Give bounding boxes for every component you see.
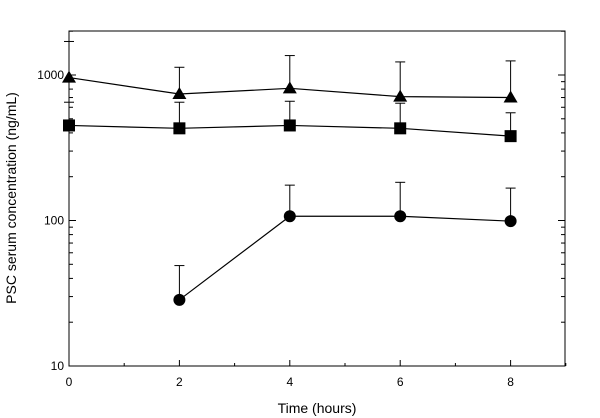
- data-point-triangle: [393, 89, 408, 102]
- series-square: [63, 100, 517, 143]
- data-point-circle: [283, 210, 296, 223]
- y-tick-label: 10: [51, 359, 65, 373]
- x-tick-label: 0: [66, 375, 73, 389]
- data-point-square: [394, 122, 407, 135]
- y-tick-labels: 10 100 1000: [37, 68, 64, 373]
- y-axis-title: PSC serum concentration (ng/mL): [3, 92, 19, 304]
- x-tick-label: 6: [397, 375, 404, 389]
- x-axis-title: Time (hours): [278, 400, 357, 416]
- data-point-triangle: [62, 70, 76, 83]
- series-circle: [173, 181, 517, 306]
- data-point-triangle: [282, 81, 297, 94]
- data-point-circle: [173, 293, 186, 306]
- data-point-triangle: [172, 87, 187, 100]
- x-tick-labels: 0 2 4 6 8: [66, 375, 515, 389]
- x-tick-label: 8: [507, 375, 514, 389]
- data-point-circle: [504, 215, 517, 228]
- series-triangle: [62, 40, 518, 103]
- axis-ticks: [68, 30, 567, 367]
- y-tick-label: 100: [44, 214, 64, 228]
- data-point-square: [173, 122, 186, 135]
- data-point-circle: [394, 210, 407, 223]
- x-tick-label: 4: [286, 375, 293, 389]
- y-tick-label: 1000: [37, 68, 64, 82]
- series-line: [179, 215, 511, 301]
- series-layer: [62, 40, 518, 306]
- plot-frame: [68, 30, 566, 367]
- data-point-triangle: [503, 90, 518, 103]
- data-point-square: [283, 119, 296, 132]
- data-point-square: [63, 119, 75, 132]
- data-point-square: [504, 130, 517, 143]
- x-tick-label: 2: [176, 375, 183, 389]
